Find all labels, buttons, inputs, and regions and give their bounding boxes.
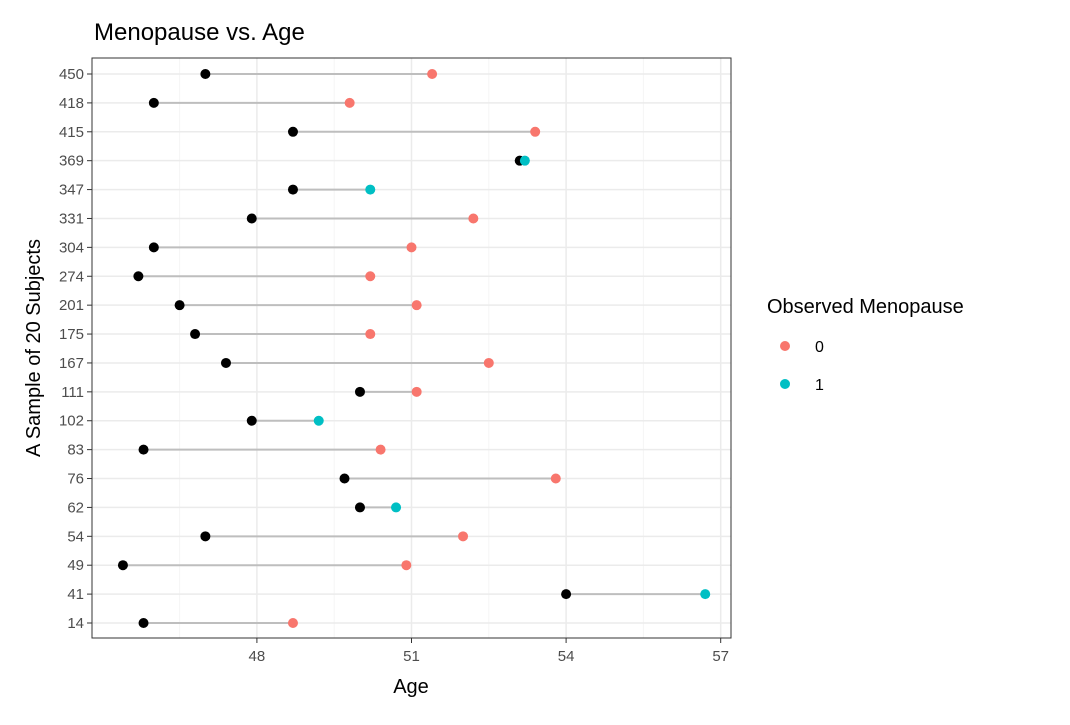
y-tick-label-175: 175 (59, 326, 84, 343)
end-point-347 (365, 184, 376, 195)
y-tick-label-62: 62 (67, 499, 84, 516)
y-tick-label-304: 304 (59, 239, 84, 256)
end-point-111 (411, 386, 422, 397)
end-point-418 (344, 97, 355, 108)
age-segments (122, 73, 706, 624)
legend-key-0 (780, 341, 790, 351)
end-point-369 (519, 155, 530, 166)
grid-minor-lines (179, 58, 644, 638)
start-point-201 (174, 300, 185, 311)
x-axis-title: Age (393, 676, 429, 698)
end-point-450 (427, 69, 438, 79)
start-point-175 (190, 329, 201, 340)
y-tick-label-83: 83 (67, 442, 84, 459)
start-point-331 (246, 213, 257, 224)
start-point-415 (287, 126, 298, 137)
end-point-41 (700, 589, 711, 600)
start-points (117, 69, 572, 628)
x-tick-label-51: 51 (403, 648, 420, 665)
start-point-102 (246, 415, 257, 426)
y-tick-label-167: 167 (59, 355, 84, 372)
end-point-175 (365, 329, 376, 340)
end-point-102 (313, 415, 324, 426)
start-point-83 (138, 444, 149, 455)
y-tick-label-331: 331 (59, 210, 84, 227)
start-point-76 (339, 473, 350, 484)
start-point-54 (200, 531, 211, 542)
y-tick-label-418: 418 (59, 95, 84, 112)
grid-major-lines (92, 58, 731, 638)
legend-label-0: 0 (815, 339, 824, 356)
start-point-167 (220, 357, 231, 368)
end-point-83 (375, 444, 386, 455)
start-point-14 (138, 618, 149, 628)
start-point-450 (200, 69, 211, 79)
y-tick-label-201: 201 (59, 297, 84, 314)
legend-key-1 (780, 379, 790, 389)
chart-title: Menopause vs. Age (94, 19, 305, 46)
end-point-201 (411, 300, 422, 311)
y-tick-label-14: 14 (67, 615, 84, 632)
start-point-347 (287, 184, 298, 195)
x-tick-label-57: 57 (712, 648, 729, 665)
start-point-111 (354, 386, 365, 397)
y-tick-label-49: 49 (67, 557, 84, 574)
y-tick-label-54: 54 (67, 528, 84, 545)
y-tick-label-76: 76 (67, 471, 84, 488)
legend-title: Observed Menopause (767, 296, 964, 318)
end-point-331 (468, 213, 479, 224)
end-point-49 (401, 560, 412, 571)
y-tick-label-102: 102 (59, 413, 84, 430)
y-tick-label-415: 415 (59, 124, 84, 141)
start-point-49 (117, 560, 128, 571)
end-point-274 (365, 271, 376, 282)
y-axis-title: A Sample of 20 Subjects (23, 239, 45, 457)
y-tick-label-111: 111 (61, 384, 84, 401)
end-point-62 (391, 502, 402, 513)
x-axis-ticks: 48 51 54 57 (249, 638, 729, 665)
x-tick-label-48: 48 (249, 648, 266, 665)
start-point-304 (148, 242, 159, 253)
start-point-62 (354, 502, 365, 513)
end-point-14 (287, 618, 298, 628)
y-tick-label-450: 450 (59, 66, 84, 83)
start-point-418 (148, 97, 159, 108)
end-points (287, 69, 711, 628)
y-tick-label-347: 347 (59, 182, 84, 199)
y-axis-ticks: 14 41 49 54 62 76 83 102 111 167 175 201 274 304 331 34… (59, 66, 92, 632)
y-tick-label-274: 274 (59, 268, 84, 285)
end-point-304 (406, 242, 417, 253)
legend-label-1: 1 (815, 377, 824, 394)
end-point-167 (483, 357, 494, 368)
y-tick-label-41: 41 (67, 586, 84, 603)
start-point-41 (561, 589, 572, 600)
start-point-274 (133, 271, 144, 282)
end-point-54 (458, 531, 469, 542)
end-point-415 (530, 126, 541, 137)
y-tick-label-369: 369 (59, 153, 84, 170)
x-tick-label-54: 54 (558, 648, 575, 665)
end-point-76 (550, 473, 561, 484)
legend: Observed Menopause 0 1 (767, 296, 964, 394)
